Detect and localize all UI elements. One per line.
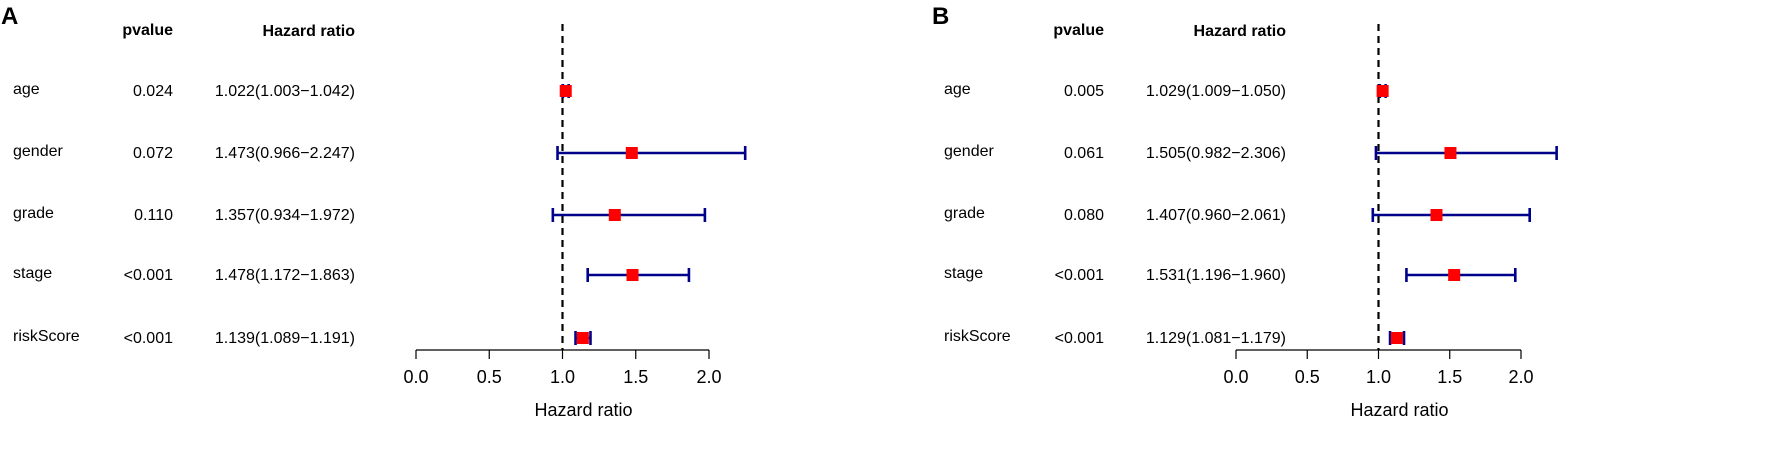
forest-row: gender 0.072 1.473(0.966−2.247) <box>13 143 747 162</box>
hazard-ratio-cell: 1.505(0.982−2.306) <box>1146 145 1286 162</box>
variable-label: riskScore <box>13 328 80 345</box>
x-tick-label: 0.5 <box>477 367 502 387</box>
variable-label: stage <box>13 265 52 282</box>
variable-label: gender <box>13 143 63 160</box>
x-tick-label: 1.0 <box>550 367 575 387</box>
hazard-ratio-cell: 1.139(1.089−1.191) <box>215 330 355 347</box>
pvalue-cell: <0.001 <box>1055 267 1104 284</box>
forest-row: grade 0.110 1.357(0.934−1.972) <box>13 205 707 224</box>
forest-row: riskScore <0.001 1.129(1.081−1.179) <box>944 328 1406 347</box>
forest-row: riskScore <0.001 1.139(1.089−1.191) <box>13 328 592 347</box>
hazard-ratio-cell: 1.022(1.003−1.042) <box>215 83 355 100</box>
x-tick-label: 0.0 <box>403 367 428 387</box>
forest-row: gender 0.061 1.505(0.982−2.306) <box>944 143 1558 162</box>
pvalue-cell: 0.080 <box>1064 207 1104 224</box>
pvalue-cell: <0.001 <box>124 267 173 284</box>
hazard-ratio-cell: 1.473(0.966−2.247) <box>215 145 355 162</box>
hazard-ratio-cell: 1.029(1.009−1.050) <box>1146 83 1286 100</box>
x-tick-label: 1.5 <box>1437 367 1462 387</box>
hazard-ratio-cell: 1.357(0.934−1.972) <box>215 207 355 224</box>
pvalue-header: pvalue <box>1053 22 1104 39</box>
x-axis-label: Hazard ratio <box>534 400 632 420</box>
x-axis: 0.0 0.5 1.0 1.5 2.0 Hazard ratio <box>1223 349 1534 420</box>
panel-label: A <box>1 3 18 30</box>
pvalue-cell: 0.005 <box>1064 83 1104 100</box>
pvalue-cell: <0.001 <box>1055 330 1104 347</box>
hazard-ratio-cell: 1.407(0.960−2.061) <box>1146 207 1286 224</box>
hazard-ratio-cell: 1.531(1.196−1.960) <box>1146 267 1286 284</box>
pvalue-cell: <0.001 <box>124 330 173 347</box>
hazard-ratio-header: Hazard ratio <box>263 23 356 40</box>
x-tick-label: 2.0 <box>696 367 721 387</box>
hazard-ratio-point <box>576 332 589 344</box>
variable-label: riskScore <box>944 328 1011 345</box>
forest-row: stage <0.001 1.531(1.196−1.960) <box>944 265 1517 284</box>
hazard-ratio-point <box>559 85 572 97</box>
hazard-ratio-point <box>626 269 639 281</box>
x-tick-label: 0.5 <box>1295 367 1320 387</box>
variable-label: age <box>13 81 40 98</box>
pvalue-cell: 0.110 <box>134 207 173 224</box>
hazard-ratio-point <box>1430 209 1443 221</box>
hazard-ratio-cell: 1.478(1.172−1.863) <box>215 267 355 284</box>
x-axis: 0.0 0.5 1.0 1.5 2.0 Hazard ratio <box>403 349 722 420</box>
hazard-ratio-point <box>1448 269 1461 281</box>
variable-label: stage <box>944 265 983 282</box>
hazard-ratio-point <box>625 147 638 159</box>
pvalue-header: pvalue <box>122 22 173 39</box>
pvalue-cell: 0.061 <box>1064 145 1104 162</box>
variable-label: grade <box>944 205 985 222</box>
variable-label: grade <box>13 205 54 222</box>
forest-row: stage <0.001 1.478(1.172−1.863) <box>13 265 691 284</box>
forest-row: age 0.005 1.029(1.009−1.050) <box>944 81 1389 100</box>
pvalue-cell: 0.072 <box>133 145 173 162</box>
hazard-ratio-point <box>1376 85 1389 97</box>
panel-label: B <box>932 3 949 30</box>
hazard-ratio-point <box>1390 332 1403 344</box>
pvalue-cell: 0.024 <box>133 83 173 100</box>
forest-row: age 0.024 1.022(1.003−1.042) <box>13 81 572 100</box>
x-axis-label: Hazard ratio <box>1350 400 1448 420</box>
forest-row: grade 0.080 1.407(0.960−2.061) <box>944 205 1531 224</box>
hazard-ratio-point <box>1444 147 1457 159</box>
x-tick-label: 2.0 <box>1508 367 1533 387</box>
x-tick-label: 1.0 <box>1366 367 1391 387</box>
hazard-ratio-header: Hazard ratio <box>1194 23 1287 40</box>
variable-label: gender <box>944 143 994 160</box>
x-tick-label: 0.0 <box>1223 367 1248 387</box>
variable-label: age <box>944 81 971 98</box>
hazard-ratio-point <box>608 209 621 221</box>
x-tick-label: 1.5 <box>623 367 648 387</box>
hazard-ratio-cell: 1.129(1.081−1.179) <box>1146 330 1286 347</box>
